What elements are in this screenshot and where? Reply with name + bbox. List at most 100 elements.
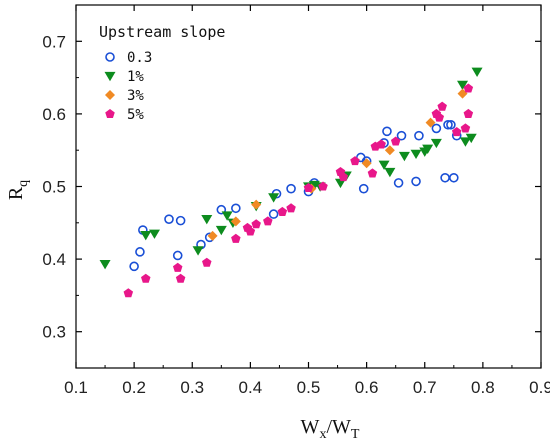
data-point	[268, 193, 280, 203]
data-point	[129, 261, 139, 272]
x-tick-label: 0.4	[239, 378, 263, 397]
data-point	[446, 119, 456, 130]
data-point	[384, 167, 396, 178]
data-point	[286, 203, 296, 213]
data-point	[99, 260, 111, 270]
data-point	[384, 145, 395, 156]
y-tick-label: 0.6	[42, 105, 66, 124]
series-open-circle	[129, 119, 462, 272]
data-point	[350, 156, 360, 166]
legend-label: 0.3	[127, 50, 152, 66]
series-diamond	[207, 88, 468, 241]
x-tick-label: 0.3	[180, 378, 204, 397]
data-point	[414, 130, 424, 141]
y-tick-labels: 0.3 0.4 0.5 0.6 0.7	[42, 32, 66, 341]
data-point	[172, 262, 183, 272]
data-point	[465, 133, 477, 144]
legend-label: 1%	[127, 69, 144, 85]
data-point	[201, 215, 213, 225]
y-tick-label: 0.3	[42, 323, 66, 342]
x-tick-label: 0.6	[355, 378, 379, 397]
legend-title: Upstream slope	[99, 23, 225, 41]
data-point	[393, 178, 404, 188]
x-tick-label: 0.9	[529, 378, 550, 397]
series-pentagon	[123, 83, 474, 298]
x-tick-labels: 0.1 0.2 0.3 0.4 0.5 0.6 0.7 0.8 0.9	[64, 378, 550, 397]
data-point	[251, 219, 261, 229]
data-point	[396, 130, 407, 141]
data-point	[338, 172, 349, 182]
data-point	[215, 225, 227, 236]
data-point	[303, 182, 314, 192]
data-point	[382, 126, 392, 137]
data-point	[202, 257, 212, 267]
data-point	[175, 273, 186, 283]
data-point	[140, 273, 151, 283]
data-point	[361, 158, 372, 169]
data-point	[457, 80, 469, 91]
data-point	[148, 229, 160, 239]
data-point	[463, 83, 474, 93]
x-tick-label: 0.1	[64, 378, 88, 397]
data-point	[231, 233, 241, 243]
data-point	[251, 199, 262, 210]
data-point	[207, 230, 218, 241]
x-tick-label: 0.7	[413, 378, 437, 397]
data-point	[425, 117, 436, 128]
data-point	[398, 151, 410, 162]
data-point	[172, 250, 183, 261]
axis-ticks	[75, 5, 542, 368]
data-point	[437, 101, 447, 111]
legend-label: 3%	[127, 88, 144, 104]
data-point	[263, 216, 273, 226]
data-point	[410, 149, 422, 160]
data-point	[286, 183, 296, 194]
legend-marker	[105, 109, 115, 119]
data-point	[318, 181, 328, 191]
y-tick-label: 0.7	[42, 32, 66, 51]
data-point	[422, 144, 434, 154]
legend: Upstream slope 0.3 1% 3% 5%	[99, 23, 225, 123]
legend-marker	[105, 52, 115, 62]
data-point	[175, 215, 186, 226]
data-point	[390, 136, 401, 146]
data-point	[231, 203, 241, 214]
data-point	[449, 172, 459, 183]
legend-marker	[105, 90, 115, 100]
legend-label: 5%	[127, 107, 144, 123]
data-point	[123, 288, 134, 298]
data-point	[460, 123, 471, 133]
data-point	[245, 226, 256, 236]
data-point	[378, 160, 390, 170]
y-tick-label: 0.5	[42, 178, 66, 197]
data-point	[230, 216, 241, 227]
data-point	[192, 246, 204, 256]
data-point	[216, 204, 227, 215]
data-point	[430, 138, 442, 149]
data-point	[434, 112, 445, 122]
data-point	[463, 108, 474, 118]
x-tick-label: 0.2	[122, 378, 146, 397]
x-tick-label: 0.5	[297, 378, 321, 397]
data-point	[443, 119, 453, 130]
data-point	[376, 139, 386, 149]
data-point	[440, 172, 450, 183]
data-point	[411, 176, 421, 187]
legend-marker	[104, 71, 116, 82]
x-tick-label: 0.8	[471, 378, 495, 397]
data-point	[164, 214, 174, 224]
y-axis-title: Rq	[5, 180, 31, 200]
data-point	[268, 209, 279, 219]
x-axis-title: Wx/WT	[301, 416, 360, 442]
data-point	[135, 247, 145, 257]
data-points	[99, 67, 483, 298]
data-point	[277, 206, 288, 216]
data-point	[367, 168, 378, 178]
data-point	[451, 127, 462, 137]
data-point	[221, 211, 233, 221]
data-point	[140, 231, 152, 241]
data-point	[471, 67, 483, 78]
data-point	[358, 183, 369, 194]
data-point	[459, 137, 471, 147]
